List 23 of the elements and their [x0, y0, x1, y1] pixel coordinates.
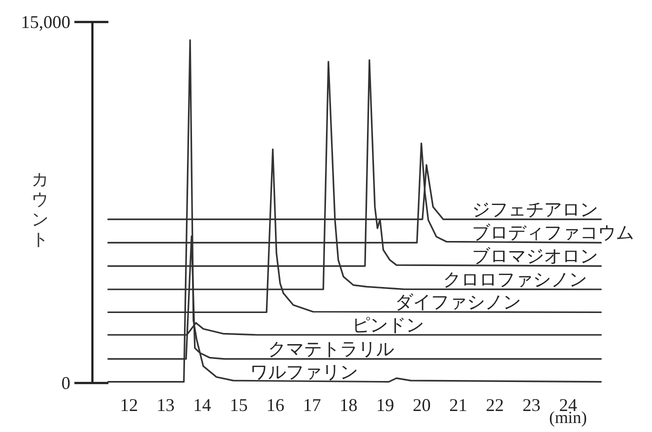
x-tick-label: 22 [486, 395, 504, 415]
series-label: クロロファシノン [443, 269, 587, 290]
y-axis-title: カウント [32, 170, 48, 249]
series-label: ダイファシノン [395, 292, 521, 312]
series-label: ブロディファコウム [472, 222, 634, 243]
x-tick-label: 21 [449, 395, 468, 415]
series-label: クマテトラリル [268, 338, 394, 359]
x-tick-label: 14 [193, 395, 212, 415]
series-label: ジフェチアロン [472, 199, 598, 220]
x-tick-label: 23 [522, 395, 540, 415]
x-tick-label: 15 [230, 395, 248, 415]
x-tick-label: 18 [340, 395, 358, 415]
x-tick-label: 16 [266, 395, 284, 415]
x-tick-label: 19 [376, 395, 394, 415]
x-tick-label: 12 [120, 395, 138, 415]
x-tick-label: 20 [412, 395, 431, 415]
series-label: ブロマジオロン [472, 246, 598, 266]
series-label: ワルファリン [250, 362, 358, 382]
x-tick-label: 17 [302, 395, 321, 415]
x-tick-label: 13 [156, 395, 175, 415]
y-tick-label: 0 [61, 373, 70, 393]
y-tick-label: 15,000 [20, 12, 70, 32]
series-label: ピンドン [352, 314, 424, 335]
